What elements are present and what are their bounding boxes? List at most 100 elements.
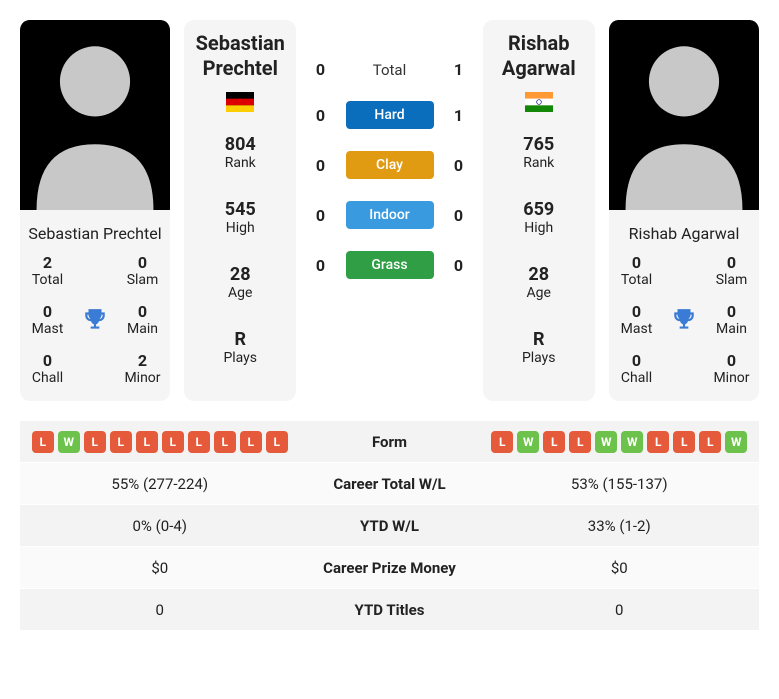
p2-plays-label: Plays: [522, 350, 556, 366]
p1-titles-minor-label: Minor: [115, 370, 170, 386]
p1-career-wl: 55% (277-224): [20, 475, 300, 493]
player2-flag: [525, 92, 553, 116]
player2-titles-grid: 0 Total 0 Slam 0 Mast 0 Main 0: [609, 253, 759, 386]
form-badge-l: L: [32, 431, 54, 453]
trophy-icon-cell: [664, 307, 704, 333]
p1-form: LWLLLLLLLL: [20, 431, 300, 453]
h2h-hard-p1: 0: [311, 106, 331, 125]
p1-titles-chall: 0 Chall: [20, 351, 75, 386]
p1-stat-rank: 804 Rank: [225, 134, 256, 171]
p1-titles-main-value: 0: [115, 302, 170, 321]
p1-plays-value: R: [223, 329, 257, 350]
p1-titles-slam: 0 Slam: [115, 253, 170, 288]
p1-titles-slam-label: Slam: [115, 272, 170, 288]
p2-titles-total-label: Total: [609, 272, 664, 288]
trophy-icon: [82, 307, 108, 333]
p1-stat-plays: R Plays: [223, 329, 257, 366]
form-badge-w: W: [725, 431, 747, 453]
p2-career-wl: 53% (155-137): [480, 475, 760, 493]
h2h-clay-p1: 0: [311, 156, 331, 175]
surface-pill-indoor[interactable]: Indoor: [346, 201, 434, 229]
compare-row-ytd-wl: 0% (0-4) YTD W/L 33% (1-2): [20, 505, 759, 547]
surface-pill-clay[interactable]: Clay: [346, 151, 434, 179]
compare-row-ytd-titles: 0 YTD Titles 0: [20, 589, 759, 631]
h2h-clay-row: 0 Clay 0: [311, 151, 469, 179]
p2-titles-main-value: 0: [704, 302, 759, 321]
player1-avatar: [20, 20, 170, 210]
p1-titles-total-label: Total: [20, 272, 75, 288]
p2-titles-total-value: 0: [609, 253, 664, 272]
p2-prize: $0: [480, 559, 760, 577]
p1-titles-mast-label: Mast: [20, 321, 75, 337]
p1-titles-chall-label: Chall: [20, 370, 75, 386]
form-badge-l: L: [569, 431, 591, 453]
h2h-grass-p2: 0: [449, 256, 469, 275]
p2-age-label: Age: [527, 285, 551, 301]
h2h-grass-p1: 0: [311, 256, 331, 275]
compare-label-ytd-titles: YTD Titles: [300, 601, 480, 619]
p2-ytd-titles: 0: [480, 601, 760, 619]
surface-pill-hard[interactable]: Hard: [346, 101, 434, 129]
compare-row-career-wl: 55% (277-224) Career Total W/L 53% (155-…: [20, 463, 759, 505]
compare-row-form: LWLLLLLLLL Form LWLLWWLLLW: [20, 421, 759, 463]
trophy-icon-cell: [75, 307, 115, 333]
form-badge-l: L: [240, 431, 262, 453]
h2h-total-row: 0 Total 1: [311, 60, 469, 79]
form-badge-w: W: [621, 431, 643, 453]
form-badge-l: L: [136, 431, 158, 453]
p2-form: LWLLWWLLLW: [480, 431, 760, 453]
form-badge-l: L: [266, 431, 288, 453]
p1-titles-chall-value: 0: [20, 351, 75, 370]
player2-stats-card: Rishab Agarwal 765 Rank 659 High 28 Age …: [483, 20, 595, 401]
compare-table: LWLLLLLLLL Form LWLLWWLLLW 55% (277-224)…: [20, 421, 759, 631]
p2-titles-minor-label: Minor: [704, 370, 759, 386]
compare-label-prize: Career Prize Money: [300, 559, 480, 577]
p2-high-label: High: [523, 220, 554, 236]
form-badge-l: L: [543, 431, 565, 453]
p2-titles-slam-value: 0: [704, 253, 759, 272]
p2-stat-plays: R Plays: [522, 329, 556, 366]
p1-titles-minor-value: 2: [115, 351, 170, 370]
form-badge-l: L: [162, 431, 184, 453]
p2-titles-mast: 0 Mast: [609, 302, 664, 337]
h2h-hard-row: 0 Hard 1: [311, 101, 469, 129]
p2-ytd-wl: 33% (1-2): [480, 517, 760, 535]
p1-rank-label: Rank: [225, 155, 256, 171]
p2-titles-mast-value: 0: [609, 302, 664, 321]
compare-label-career-wl: Career Total W/L: [300, 475, 480, 493]
p1-ytd-titles: 0: [20, 601, 300, 619]
form-badge-l: L: [214, 431, 236, 453]
p1-titles-minor: 2 Minor: [115, 351, 170, 386]
p2-age-value: 28: [527, 264, 551, 285]
form-badge-w: W: [517, 431, 539, 453]
p2-stat-high: 659 High: [523, 199, 554, 236]
germany-flag-icon: [226, 92, 254, 112]
player2-name: Rishab Agarwal: [629, 224, 740, 243]
p1-titles-total: 2 Total: [20, 253, 75, 288]
p2-stat-age: 28 Age: [527, 264, 551, 301]
p1-titles-total-value: 2: [20, 253, 75, 272]
p2-titles-minor-value: 0: [704, 351, 759, 370]
form-badge-l: L: [673, 431, 695, 453]
p1-ytd-wl: 0% (0-4): [20, 517, 300, 535]
p2-stat-rank: 765 Rank: [523, 134, 554, 171]
player2-card: Rishab Agarwal 0 Total 0 Slam 0 Mast 0: [609, 20, 759, 401]
p1-stat-age: 28 Age: [228, 264, 252, 301]
h2h-grass-row: 0 Grass 0: [311, 251, 469, 279]
p2-titles-main-label: Main: [704, 321, 759, 337]
p1-titles-mast-value: 0: [20, 302, 75, 321]
p2-plays-value: R: [522, 329, 556, 350]
p1-age-label: Age: [228, 285, 252, 301]
p1-titles-main: 0 Main: [115, 302, 170, 337]
form-badge-l: L: [84, 431, 106, 453]
h2h-column: 0 Total 1 0 Hard 1 0 Clay 0 0 Indoor 0 0…: [311, 20, 469, 401]
top-row: Sebastian Prechtel 2 Total 0 Slam 0 Mast…: [20, 20, 759, 401]
form-badge-l: L: [188, 431, 210, 453]
p1-age-value: 28: [228, 264, 252, 285]
surface-pill-grass[interactable]: Grass: [346, 251, 434, 279]
compare-label-ytd-wl: YTD W/L: [300, 517, 480, 535]
p2-titles-mast-label: Mast: [609, 321, 664, 337]
compare-row-prize: $0 Career Prize Money $0: [20, 547, 759, 589]
p1-titles-mast: 0 Mast: [20, 302, 75, 337]
h2h-indoor-p2: 0: [449, 206, 469, 225]
